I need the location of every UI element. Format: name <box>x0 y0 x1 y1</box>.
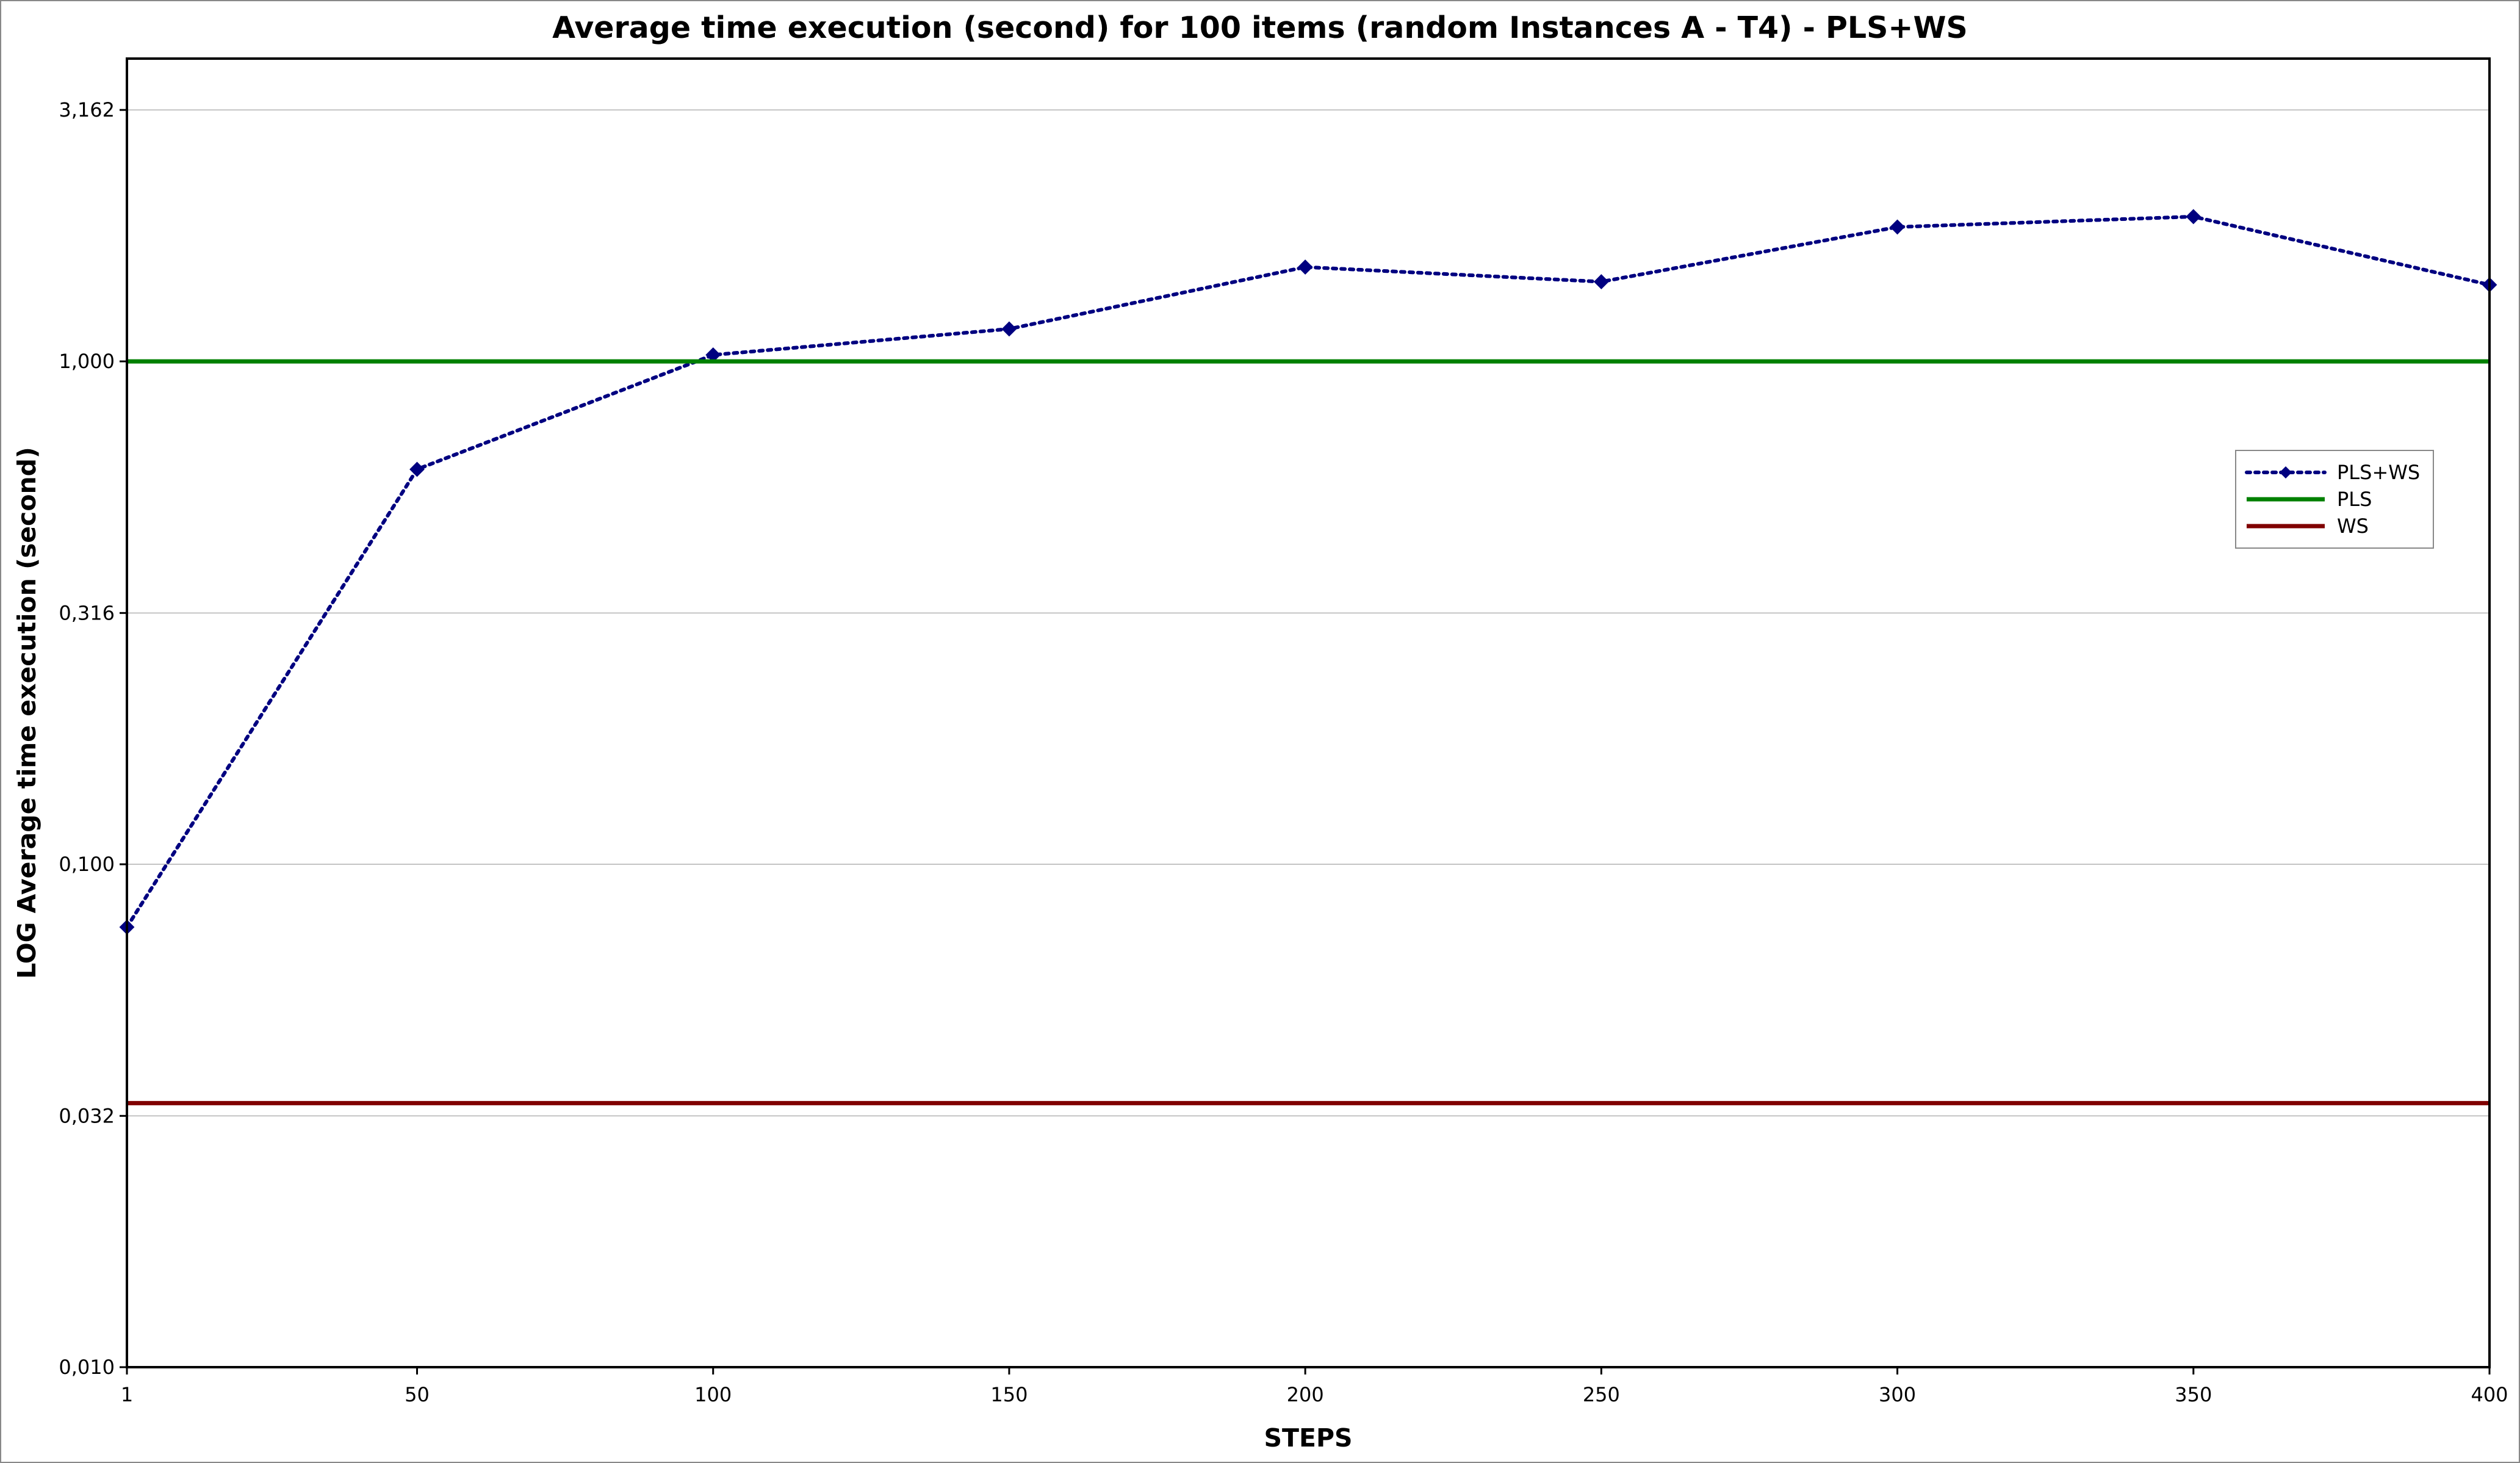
legend-marker <box>2280 466 2292 479</box>
data-point-marker <box>1593 274 1609 290</box>
x-tick-label: 100 <box>694 1383 732 1406</box>
data-point-marker <box>1890 219 1905 235</box>
x-tick-label: 150 <box>990 1383 1028 1406</box>
x-tick-label: 350 <box>2175 1383 2212 1406</box>
series-line-pls-ws <box>125 214 2491 929</box>
y-tick-label: 1,000 <box>59 350 115 373</box>
data-point-marker <box>409 461 425 477</box>
grid-lines <box>127 109 2489 1117</box>
x-tick-label: 1 <box>121 1383 133 1406</box>
y-tick-label: 3,162 <box>59 98 115 121</box>
data-point-marker <box>2186 209 2201 225</box>
x-tick-label: 200 <box>1287 1383 1324 1406</box>
x-tick-label: 400 <box>2471 1383 2508 1406</box>
chart-title: Average time execution (second) for 100 … <box>552 10 1968 45</box>
x-tick-label: 250 <box>1583 1383 1620 1406</box>
legend-label: PLS+WS <box>2337 461 2420 484</box>
data-point-marker <box>1297 259 1313 275</box>
series-layer <box>119 209 2497 1105</box>
y-tick-label: 0,316 <box>59 601 115 624</box>
legend-label: WS <box>2337 515 2369 538</box>
y-tick-label: 0,010 <box>59 1356 115 1379</box>
data-point-marker <box>1001 321 1017 337</box>
y-tick-label: 0,032 <box>59 1104 115 1127</box>
x-tick-label: 300 <box>1879 1383 1916 1406</box>
x-tick-label: 50 <box>405 1383 430 1406</box>
y-axis-label: LOG Average time execution (second) <box>12 447 41 979</box>
x-axis-label: STEPS <box>1264 1423 1352 1453</box>
y-tick-label: 0,100 <box>59 853 115 876</box>
legend: PLS+WS PLS WS <box>2235 450 2434 549</box>
legend-label: PLS <box>2337 488 2372 511</box>
plot-area <box>126 57 2491 1368</box>
